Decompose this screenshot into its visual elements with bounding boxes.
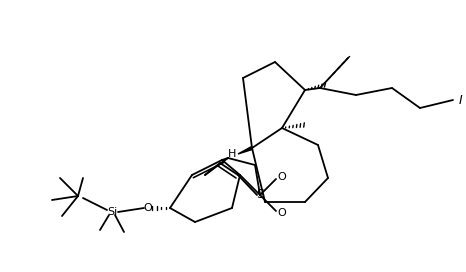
Text: H: H — [228, 149, 236, 159]
Text: O: O — [144, 203, 152, 213]
Polygon shape — [238, 147, 253, 154]
Text: S: S — [256, 187, 264, 200]
Text: O: O — [278, 172, 287, 182]
Text: O: O — [278, 208, 287, 218]
Text: Si: Si — [107, 207, 117, 217]
Text: I: I — [459, 94, 463, 107]
